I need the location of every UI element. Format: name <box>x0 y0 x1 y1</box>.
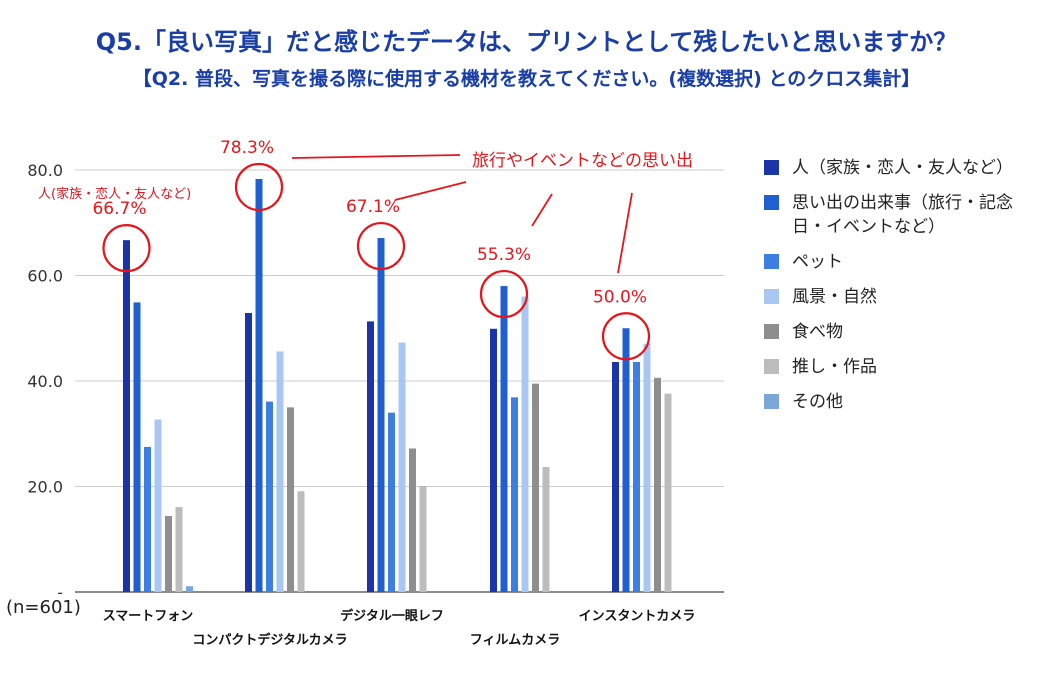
bar <box>388 412 395 592</box>
legend-label: 風景・自然 <box>792 287 877 307</box>
x-tick-label: コンパクトデジタルカメラ <box>192 632 347 648</box>
bar <box>287 407 294 592</box>
y-tick-label: 60.0 <box>27 267 63 286</box>
legend-item: 人（家族・恋人・友人など） <box>764 156 1044 180</box>
highlight-value-label: 55.3% <box>477 245 531 265</box>
chart-title: Q5.「良い写真」だと感じたデータは、プリントとして残したいと思いますか？ <box>95 28 958 56</box>
highlight-value-label: 50.0% <box>593 287 647 307</box>
chart-legend: 人（家族・恋人・友人など） 思い出の出来事（旅行・記念日・イベントなど） ペット風景… <box>764 156 1044 425</box>
legend-label: 人（家族・恋人・友人など） <box>792 158 1013 178</box>
bar <box>654 377 661 592</box>
bar <box>521 296 529 592</box>
bar <box>612 362 619 592</box>
annotation-memories: 旅行やイベントなどの思い出 <box>472 151 693 171</box>
highlight-circle <box>356 221 406 271</box>
legend-item: ペット <box>764 250 1044 274</box>
legend-item: その他 <box>764 390 1044 414</box>
legend-label: その他 <box>792 392 843 412</box>
bar <box>297 491 305 592</box>
sample-size-label: (n=601) <box>6 597 81 618</box>
highlight-value-label: 67.1% <box>346 197 400 217</box>
annotation-person: 人(家族・恋人・友人など) <box>38 187 192 202</box>
bar <box>377 238 385 593</box>
bar <box>633 362 640 592</box>
bar <box>245 312 252 592</box>
annotation-pointer <box>617 192 633 274</box>
annotation-pointer <box>394 181 467 201</box>
bar <box>490 328 497 592</box>
bar <box>500 286 508 592</box>
bar <box>664 393 672 592</box>
legend-label: 食べ物 <box>792 322 843 342</box>
bar <box>266 401 273 592</box>
bar <box>419 485 427 592</box>
legend-label: 推し・作品 <box>792 357 877 377</box>
bar <box>165 516 172 592</box>
x-tick-label: スマートフォン <box>103 609 194 624</box>
x-tick-label: インスタントカメラ <box>579 609 696 624</box>
highlight-circle <box>479 269 529 319</box>
legend-label: ペット <box>792 252 843 272</box>
legend-item: 風景・自然 <box>764 285 1044 309</box>
bar <box>643 344 651 592</box>
legend-swatch <box>764 254 779 269</box>
bar <box>532 383 539 592</box>
highlight-circle <box>102 224 151 273</box>
annotation-pointer <box>291 154 461 159</box>
legend-item: 思い出の出来事（旅行・記念日・イベントなど） <box>764 191 1044 239</box>
bar <box>144 446 151 592</box>
legend-label: 思い出の出来事（旅行・記念日・イベントなど） <box>792 193 1013 237</box>
bar <box>276 351 284 592</box>
legend-item: 食べ物 <box>764 320 1044 344</box>
bar <box>154 419 162 592</box>
legend-swatch <box>764 324 779 339</box>
bar <box>398 342 406 592</box>
highlight-value-label: 66.7% <box>92 199 146 219</box>
annotation-pointer <box>531 193 553 227</box>
x-tick-label: デジタル一眼レフ <box>340 608 444 624</box>
bar <box>542 466 550 592</box>
x-tick-label: フィルムカメラ <box>470 633 560 648</box>
legend-swatch <box>764 195 779 210</box>
bar <box>186 586 193 592</box>
legend-swatch <box>764 289 779 304</box>
bar <box>622 328 630 592</box>
bar <box>133 302 141 592</box>
y-tick-label: 40.0 <box>27 372 63 391</box>
y-tick-label: - <box>57 583 63 602</box>
legend-swatch <box>764 394 779 409</box>
highlight-circle <box>234 162 284 212</box>
bar <box>367 321 374 592</box>
highlight-value-label: 78.3% <box>220 138 274 158</box>
bar <box>123 240 130 592</box>
bar <box>255 178 263 592</box>
y-tick-label: 20.0 <box>27 478 63 497</box>
legend-item: 推し・作品 <box>764 355 1044 379</box>
chart-subtitle: 【Q2. 普段、写真を撮る際に使用する機材を教えてください。(複数選択) とのク… <box>132 68 921 90</box>
highlight-circle <box>601 312 651 361</box>
bar <box>409 448 416 592</box>
bar <box>511 397 518 592</box>
legend-swatch <box>764 359 779 374</box>
legend-swatch <box>764 160 779 175</box>
y-tick-label: 80.0 <box>27 161 63 180</box>
bar <box>175 507 183 592</box>
